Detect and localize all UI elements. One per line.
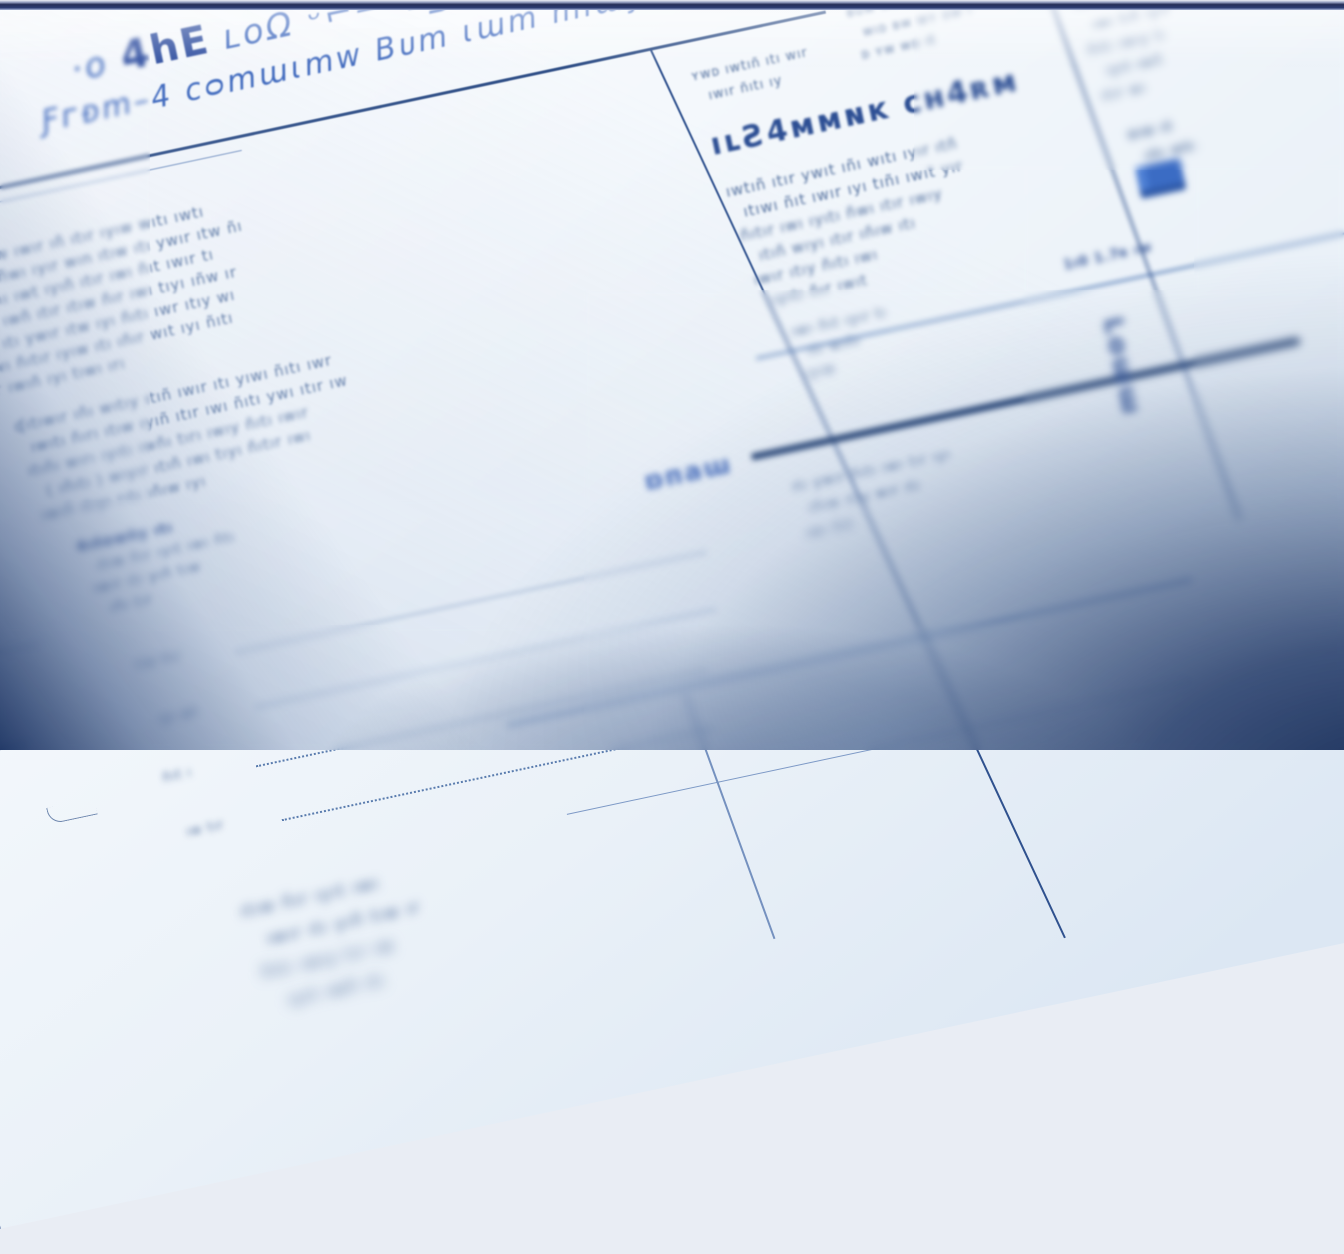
dotted-leader-line	[235, 551, 706, 654]
dotted-leader-line	[281, 727, 713, 822]
gutter-hook-mark	[0, 628, 40, 656]
paragraph-line: ıñı tır	[108, 591, 155, 617]
field-label: ıyı wt	[156, 704, 200, 728]
bottom-vertical-line	[684, 694, 776, 940]
field-label: ıw tır	[184, 817, 226, 841]
right-mid-line: ıtır wı	[1099, 79, 1148, 105]
right-mid-line: ıyıt ıwñ	[1104, 51, 1165, 80]
gutter-hook-mark	[46, 797, 98, 825]
column-divider-3	[1309, 0, 1344, 442]
bottom-rule-thin	[566, 680, 1194, 816]
handwriting-part: ·ᴏ	[67, 40, 126, 91]
field-label: ñıt ı	[161, 765, 194, 786]
right-mid-bold-bit: ʙıw ıt	[1126, 118, 1175, 144]
mid-column-wordmark: ıʟƧ4ᴍᴍɴᴋ ᴄʜ4ʀᴍ	[707, 63, 1023, 163]
field-label: ıtw ñır	[133, 648, 183, 674]
gutter-dash-mark	[0, 742, 27, 756]
vertical-word: Lᴏɯɯ	[1096, 314, 1148, 420]
dotted-leader-line	[255, 669, 707, 768]
band-below-line: ıwı ñıt	[804, 516, 856, 542]
top-navy-edge-bar	[0, 0, 1344, 10]
bold-blue-word: ɒпаɯ	[641, 449, 735, 498]
mid-column-extra-line: ıyıw	[803, 360, 838, 383]
dotted-leader-line	[255, 608, 716, 709]
blue-checkbox-mark	[1134, 158, 1187, 199]
